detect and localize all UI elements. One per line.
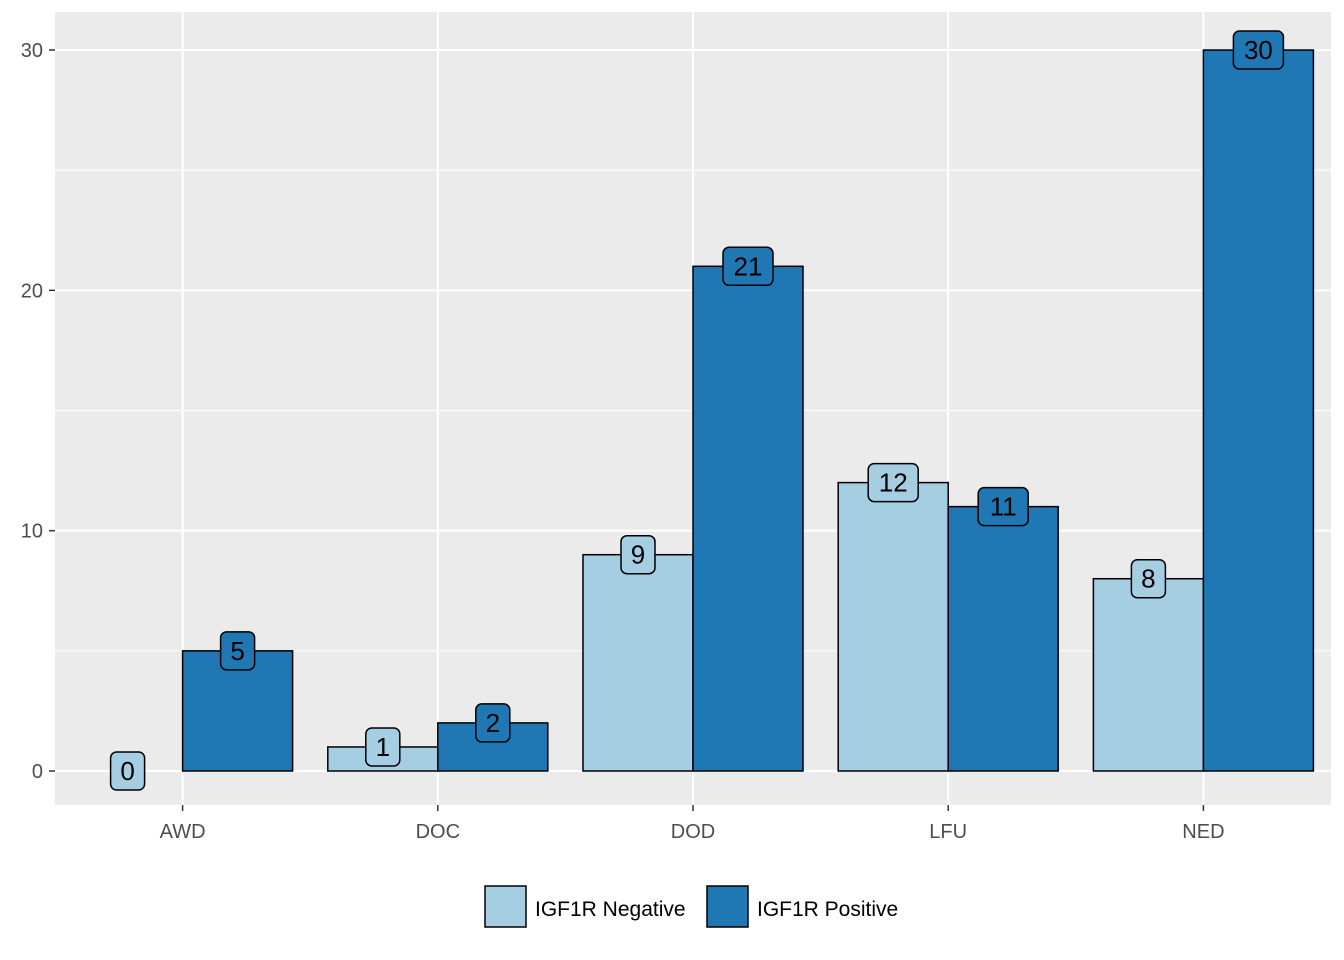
legend-item-positive: IGF1R Positive <box>706 885 898 928</box>
data-label-ned-positive: 30 <box>1232 30 1285 70</box>
y-axis: 0 10 20 30 <box>21 40 55 783</box>
bar-awd-positive <box>181 650 294 772</box>
bar-dod-positive <box>692 265 804 772</box>
data-label-text: 12 <box>879 468 908 498</box>
data-label-box <box>109 751 146 791</box>
legend-swatch <box>706 885 749 928</box>
bar-lfu-negative <box>837 481 949 772</box>
data-label-awd-negative: 0 <box>109 751 146 791</box>
data-label-doc-negative: 1 <box>365 727 401 767</box>
x-tick-label: LFU <box>929 821 967 843</box>
x-tick-label: AWD <box>160 821 206 843</box>
legend-label: IGF1R Negative <box>535 898 686 921</box>
data-label-box <box>475 703 511 743</box>
data-label-lfu-negative: 12 <box>867 462 919 503</box>
data-label-awd-positive: 5 <box>219 631 256 671</box>
data-label-box <box>867 462 919 503</box>
data-label-text: 1 <box>376 732 390 762</box>
y-tick-label: 0 <box>32 761 43 783</box>
x-axis: AWD DOC DOD LFU NED <box>160 805 1225 843</box>
legend: IGF1R Negative IGF1R Positive <box>484 885 898 928</box>
data-label-box <box>620 534 656 575</box>
data-label-box <box>1130 558 1167 599</box>
data-label-text: 2 <box>486 708 500 738</box>
data-label-box <box>365 727 401 767</box>
y-tick-label: 30 <box>21 40 43 62</box>
legend-item-negative: IGF1R Negative <box>484 885 686 928</box>
bar-dod-negative <box>582 553 694 772</box>
data-label-text: 30 <box>1244 35 1273 65</box>
x-tick-label: DOC <box>416 821 460 843</box>
bar-lfu-positive <box>947 505 1059 772</box>
data-label-text: 0 <box>120 756 134 786</box>
x-tick-label: DOD <box>671 821 715 843</box>
y-tick-label: 10 <box>21 521 43 543</box>
bars <box>181 49 1315 772</box>
data-label-ned-negative: 8 <box>1130 558 1167 599</box>
x-tick-label: NED <box>1182 821 1224 843</box>
data-label-dod-positive: 21 <box>722 246 774 287</box>
data-label-text: 21 <box>734 251 763 281</box>
legend-label: IGF1R Positive <box>757 898 898 921</box>
data-label-text: 5 <box>230 636 244 666</box>
legend-swatch <box>484 885 527 928</box>
data-label-box <box>219 631 256 671</box>
bar-ned-positive <box>1202 49 1315 772</box>
data-label-dod-negative: 9 <box>620 534 656 575</box>
data-label-text: 8 <box>1141 564 1155 594</box>
data-label-doc-positive: 2 <box>475 703 511 743</box>
data-label-text: 11 <box>990 492 1017 522</box>
data-label-box <box>977 486 1029 527</box>
y-tick-label: 20 <box>21 280 43 302</box>
data-label-box <box>722 246 774 287</box>
bar-ned-negative <box>1092 577 1205 772</box>
data-label-lfu-positive: 11 <box>977 486 1029 527</box>
data-label-box <box>1232 30 1285 70</box>
data-label-text: 9 <box>631 540 645 570</box>
